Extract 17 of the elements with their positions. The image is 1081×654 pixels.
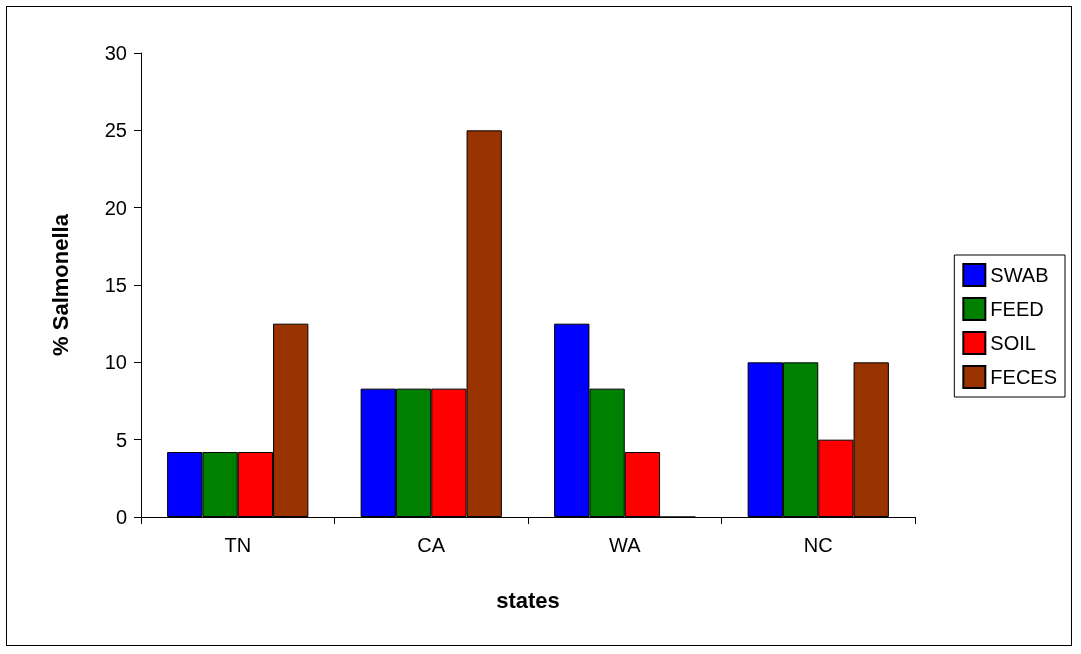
y-tick-label: 20 [104, 196, 127, 219]
x-axis-title: states [496, 587, 560, 613]
legend-label: SOIL [990, 332, 1036, 354]
y-tick-label: 10 [104, 351, 127, 374]
y-tick-label: 30 [104, 42, 127, 64]
y-tick-label: 0 [115, 506, 127, 528]
x-tick-label: CA [417, 534, 446, 556]
legend-label: SWAB [990, 264, 1049, 286]
y-tick-label: 25 [104, 119, 127, 142]
x-tick-label: WA [609, 534, 642, 556]
x-tick-label: TN [224, 534, 252, 556]
y-tick-label: 15 [104, 274, 127, 296]
y-tick-label: 5 [115, 428, 127, 451]
x-tick-label: NC [803, 534, 833, 556]
legend-label: FECES [990, 366, 1058, 388]
y-axis-title: % Salmonella [47, 213, 73, 356]
legend-label: FEED [990, 298, 1044, 320]
